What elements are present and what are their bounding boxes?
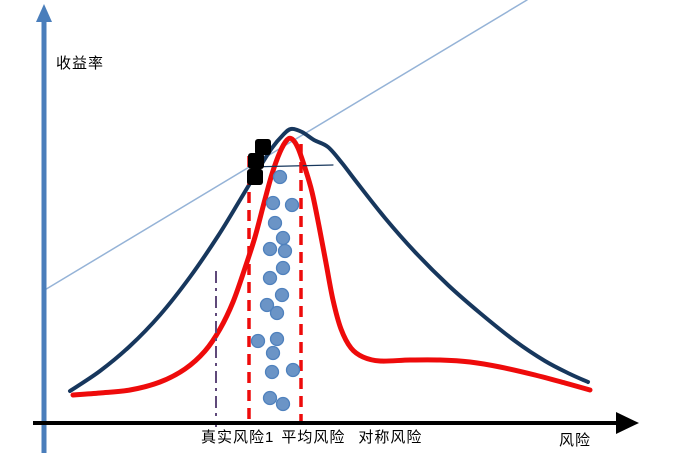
y-axis-arrowhead-icon bbox=[36, 4, 52, 22]
scatter-dot bbox=[277, 243, 293, 259]
scatter-dot bbox=[264, 364, 280, 380]
scatter-dot bbox=[262, 241, 278, 257]
scatter-dot bbox=[275, 260, 291, 276]
scatter-dot bbox=[272, 169, 288, 185]
scatter-dot bbox=[269, 331, 285, 347]
scatter-dot bbox=[284, 197, 300, 213]
narrow-bell-curve bbox=[70, 135, 593, 398]
scatter-dot bbox=[262, 270, 278, 286]
black-square-marker bbox=[248, 153, 264, 169]
annotation-average-risk: 平均风险 bbox=[281, 429, 346, 446]
black-square-marker bbox=[247, 169, 263, 185]
x-axis-arrowhead-icon bbox=[616, 412, 639, 434]
scatter-dot bbox=[265, 345, 281, 361]
scatter-dot bbox=[265, 195, 281, 211]
wide-bell-curve bbox=[68, 126, 590, 393]
scatter-dot bbox=[250, 333, 266, 349]
x-axis-annotations: 真实风险1 平均风险 对称风险 bbox=[201, 429, 423, 447]
black-square-marker bbox=[255, 139, 271, 155]
scatter-dot bbox=[267, 215, 283, 231]
scatter-dot bbox=[269, 305, 285, 321]
x-axis-label: 风险 bbox=[559, 432, 592, 449]
scatter-dot bbox=[275, 230, 291, 246]
annotation-true-risk: 真实风险1 bbox=[201, 429, 275, 446]
annotation-symmetric-risk: 对称风险 bbox=[358, 429, 423, 446]
scatter-dot bbox=[262, 390, 278, 406]
scatter-dot bbox=[259, 297, 275, 313]
scatter-dot bbox=[285, 362, 301, 378]
scatter-dot bbox=[275, 396, 291, 412]
y-axis-label: 收益率 bbox=[56, 55, 105, 72]
scatter-dot bbox=[274, 287, 290, 303]
